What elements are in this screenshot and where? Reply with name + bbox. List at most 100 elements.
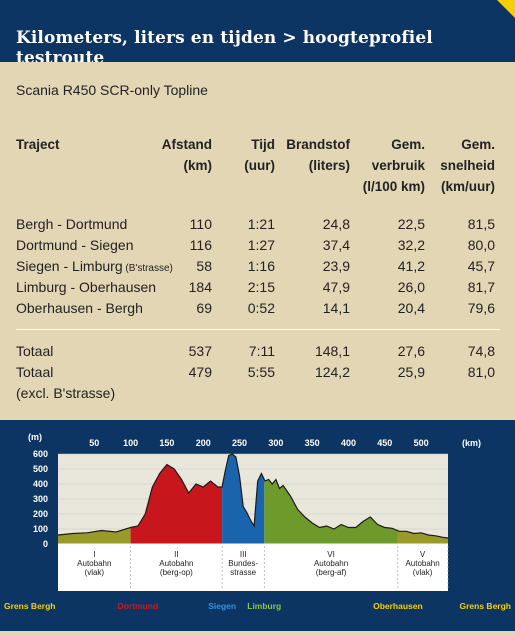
cell-brandstof: 47,9 <box>322 279 350 295</box>
cell-verbruik: 26,0 <box>397 279 425 295</box>
table-row: Limburg - Oberhausen 184 2:15 47,9 26,0 81,7 <box>0 279 515 300</box>
y-tick-label: 0 <box>43 539 48 549</box>
column-header-line: Tijd <box>251 137 275 152</box>
y-tick-label: 400 <box>33 479 48 489</box>
cell-snelheid: 80,0 <box>467 237 495 253</box>
column-header-line: snelheid <box>440 158 495 173</box>
zone-label: Autobahn <box>314 559 348 568</box>
x-tick-label: 100 <box>123 438 138 448</box>
cell-tijd: 7:11 <box>248 343 275 359</box>
zone-label: Autobahn <box>405 559 439 568</box>
zone-label: (vlak) <box>413 568 433 577</box>
table-row: Siegen - Limburg (B'strasse) 58 1:16 23,9 41… <box>0 258 515 279</box>
table-row: Dortmund - Siegen 116 1:27 37,4 32,2 80,0 <box>0 237 515 258</box>
cell-afstand: 58 <box>196 258 212 274</box>
cell-verbruik: 25,9 <box>397 364 425 380</box>
x-tick-label: 300 <box>268 438 283 448</box>
column-header-line: verbruik <box>371 158 425 173</box>
cell-afstand: 69 <box>196 300 212 316</box>
zone-numeral: I <box>93 550 95 559</box>
totals-row: Totaal 537 7:11 148,1 27,6 74,8 <box>0 343 515 364</box>
column-header: Tijd (uur) <box>244 134 275 176</box>
x-tick-label: 200 <box>196 438 211 448</box>
column-header-line: (km/uur) <box>441 179 495 194</box>
route-name: Totaal <box>16 364 54 380</box>
zone-label: (vlak) <box>85 568 105 577</box>
header-bar: Kilometers, liters en tijden > hoogtepro… <box>0 0 515 68</box>
cell-brandstof: 124,2 <box>314 364 350 380</box>
elevation-profile: 0 100 200 300 400 500 600 (m) 50 100 150 200 250 300 3… <box>0 420 515 631</box>
zone-label: Bundes- <box>228 559 258 568</box>
x-tick-label: 250 <box>232 438 247 448</box>
route-name: Dortmund - Siegen <box>16 237 134 253</box>
profile-segment <box>264 479 398 544</box>
column-header: Gem. verbruik (l/100 km) <box>363 134 425 197</box>
route-name: Totaal <box>16 343 54 359</box>
totals-divider <box>16 329 500 330</box>
route-name: Bergh - Dortmund <box>16 216 128 232</box>
cell-verbruik: 20,4 <box>397 300 425 316</box>
zone-band <box>58 544 448 591</box>
zone-label: strasse <box>230 568 256 577</box>
cell-tijd: 0:52 <box>247 300 275 316</box>
zone-label: (berg-af) <box>316 568 347 577</box>
cell-snelheid: 45,7 <box>467 258 495 274</box>
x-tick-label: 50 <box>89 438 99 448</box>
column-header-line: (l/100 km) <box>362 179 425 194</box>
corner-accent <box>497 0 515 18</box>
cell-snelheid: 81,0 <box>467 364 495 380</box>
column-header-line: (liters) <box>308 158 350 173</box>
place-label: Dortmund <box>118 601 159 611</box>
column-header: Afstand (km) <box>162 134 212 176</box>
cell-tijd: 1:16 <box>247 258 275 274</box>
zone-label: Autobahn <box>77 559 111 568</box>
cell-afstand: 479 <box>188 364 212 380</box>
zone-label: Autobahn <box>159 559 193 568</box>
zone-label: (berg-op) <box>160 568 193 577</box>
x-tick-label: 500 <box>414 438 429 448</box>
zone-numeral: V <box>420 550 426 559</box>
place-label: Oberhausen <box>373 601 423 611</box>
y-axis-label: (m) <box>28 432 42 442</box>
column-header-line: Afstand <box>161 137 212 152</box>
column-header: Gem. snelheid (km/uur) <box>440 134 495 197</box>
cell-snelheid: 74,8 <box>467 343 495 359</box>
cell-brandstof: 14,1 <box>322 300 350 316</box>
route-name: Siegen - Limburg (B'strasse) <box>16 258 173 274</box>
x-tick-label: 450 <box>377 438 392 448</box>
column-header: Brandstof (liters) <box>286 134 350 176</box>
zone-numeral: VI <box>327 550 335 559</box>
cell-afstand: 184 <box>188 279 212 295</box>
x-tick-label: 150 <box>159 438 174 448</box>
place-label: Grens Bergh <box>460 601 512 611</box>
y-tick-label: 200 <box>33 509 48 519</box>
x-tick-label: 350 <box>305 438 320 448</box>
cell-snelheid: 81,5 <box>467 216 495 232</box>
cell-tijd: 2:15 <box>247 279 275 295</box>
cell-tijd: 1:27 <box>247 237 275 253</box>
cell-afstand: 116 <box>189 237 212 253</box>
profile-line <box>57 453 449 539</box>
place-label: Grens Bergh <box>4 601 56 611</box>
totals-row-note: (excl. B'strasse) <box>0 385 515 406</box>
cell-verbruik: 27,6 <box>397 343 425 359</box>
profile-segment <box>222 454 265 544</box>
y-tick-label: 100 <box>33 524 48 534</box>
cell-brandstof: 23,9 <box>322 258 350 274</box>
cell-brandstof: 148,1 <box>314 343 350 359</box>
cell-verbruik: 32,2 <box>397 237 425 253</box>
column-header: Traject <box>16 134 60 155</box>
x-axis-label: (km) <box>462 438 481 448</box>
x-tick-label: 400 <box>341 438 356 448</box>
cell-afstand: 537 <box>188 343 212 359</box>
column-header-line: (uur) <box>244 158 275 173</box>
y-tick-label: 600 <box>33 449 48 459</box>
y-tick-label: 500 <box>33 464 48 474</box>
cell-tijd: 1:21 <box>247 216 275 232</box>
place-label: Siegen <box>208 601 236 611</box>
column-header-line: Gem. <box>391 137 425 152</box>
profile-segment <box>130 464 223 544</box>
cell-verbruik: 41,2 <box>397 258 425 274</box>
zone-numeral: II <box>174 550 178 559</box>
cell-tijd: 5:55 <box>247 364 275 380</box>
